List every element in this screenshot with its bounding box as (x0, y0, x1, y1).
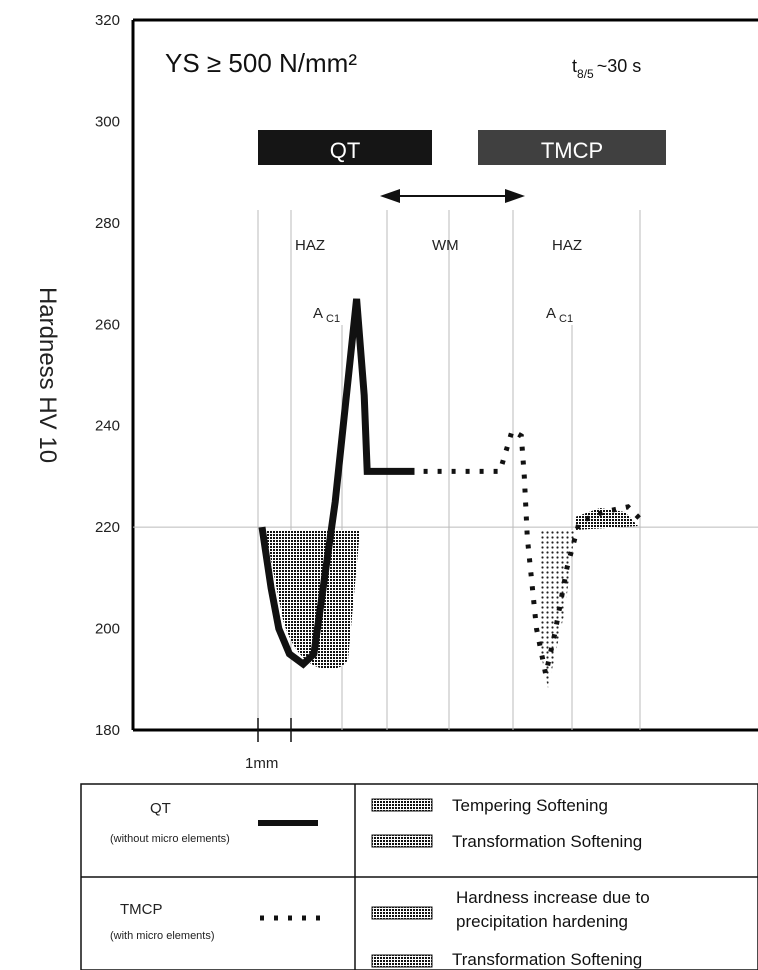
legend-item-precipitation-line1: Hardness increase due to (456, 888, 650, 907)
y-tick-label: 280 (95, 215, 120, 232)
scale-bar-label: 1mm (245, 755, 278, 772)
chart-title: YS ≥ 500 N/mm² (165, 48, 357, 78)
legend-tmcp-note: (with micro elements) (110, 930, 215, 942)
legend-item-tempering: Tempering Softening (452, 796, 608, 815)
y-tick-label: 240 (95, 418, 120, 435)
y-tick-labels: 180 200 220 240 260 280 300 320 (95, 12, 120, 739)
wm-arrow-right-head (505, 189, 525, 203)
legend-tmcp-name: TMCP (120, 901, 163, 918)
gridlines (133, 210, 758, 730)
tmcp-bar-label: TMCP (541, 138, 603, 163)
legend-item-precipitation-line2: precipitation hardening (456, 912, 628, 931)
qt-tempering-softening-region (265, 530, 360, 669)
ac1-label-right: A C1 (546, 305, 573, 325)
legend-swatch-precipitation (371, 906, 433, 920)
legend-qt-name: QT (150, 800, 171, 817)
y-tick-label: 220 (95, 519, 120, 536)
zone-label-wm: WM (432, 237, 459, 254)
legend-swatch-transformation-tmcp (371, 954, 433, 968)
y-tick-label: 180 (95, 722, 120, 739)
legend-item-transformation-tmcp: Transformation Softening (452, 950, 642, 969)
series-tmcp-line (423, 427, 646, 675)
y-tick-label: 320 (95, 12, 120, 29)
legend-swatch-tempering (371, 798, 433, 812)
legend-qt-note: (without micro elements) (110, 833, 230, 845)
ac1-label-left: A C1 (313, 305, 340, 325)
tmcp-precipitation-hardening-region (575, 508, 638, 530)
qt-bar-label: QT (330, 138, 361, 163)
y-tick-label: 260 (95, 316, 120, 333)
qt-bar (258, 130, 432, 165)
tmcp-bar (478, 130, 666, 165)
zone-label-haz-left: HAZ (295, 237, 325, 254)
legend-swatch-transformation-qt (371, 834, 433, 848)
series-qt-line (258, 298, 415, 669)
y-tick-label: 300 (95, 113, 120, 130)
wm-arrow-left-head (380, 189, 400, 203)
legend-item-transformation-qt: Transformation Softening (452, 832, 642, 851)
cooling-time-annotation: t8/5 ~30 s (572, 56, 641, 81)
y-tick-label: 200 (95, 621, 120, 638)
legend: QT (without micro elements) Tempering So… (80, 783, 758, 970)
y-axis-label: Hardness HV 10 (34, 287, 61, 463)
zone-label-haz-right: HAZ (552, 237, 582, 254)
